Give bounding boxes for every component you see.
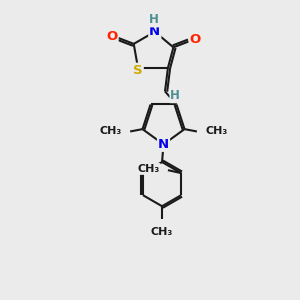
- Text: O: O: [190, 34, 201, 46]
- Text: H: H: [149, 14, 159, 26]
- Text: CH₃: CH₃: [99, 127, 121, 136]
- Text: O: O: [106, 30, 118, 43]
- Text: CH₃: CH₃: [137, 164, 160, 174]
- Text: S: S: [133, 64, 143, 77]
- Text: H: H: [170, 89, 180, 102]
- Text: CH₃: CH₃: [151, 227, 173, 237]
- Text: N: N: [149, 25, 160, 38]
- Text: N: N: [158, 138, 169, 151]
- Text: CH₃: CH₃: [206, 127, 228, 136]
